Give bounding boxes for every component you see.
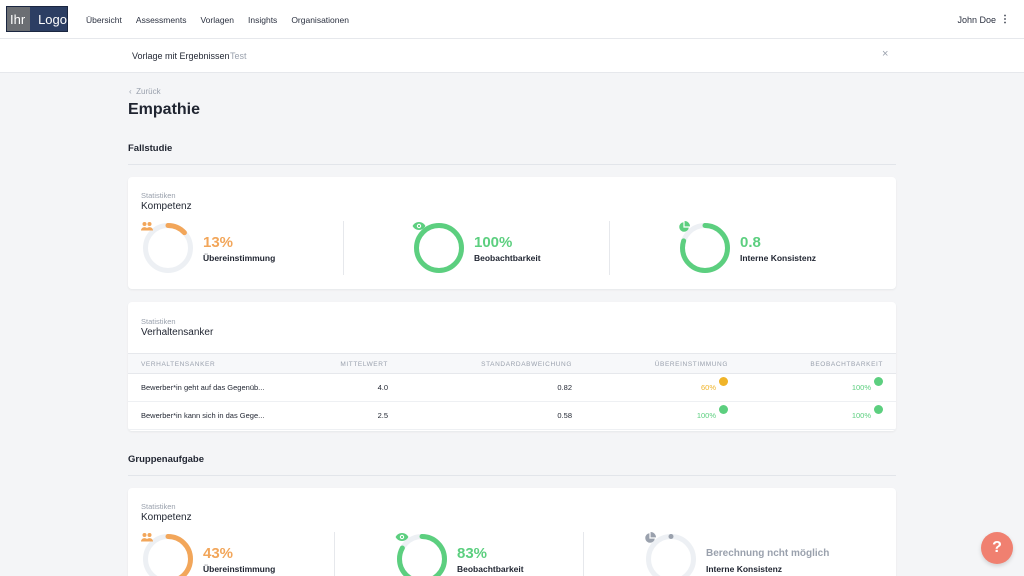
stat-label: Beobachtbarkeit (474, 252, 541, 263)
pie-icon (678, 221, 732, 275)
cell-value: 60% (700, 383, 716, 392)
cell-value: 100% (696, 411, 716, 420)
card-title: Verhaltensanker (141, 327, 214, 338)
template-bar: Vorlage mit Ergebnissen Test × (0, 39, 1024, 73)
ring-chart (678, 221, 732, 275)
logo[interactable]: Ihr Logo (6, 6, 68, 32)
eye-icon (412, 221, 466, 275)
nav-links: Übersicht Assessments Vorlagen Insights … (86, 0, 349, 39)
verhaltensanker-table: VERHALTENSANKER MITTELWERT STANDARDABWEI… (128, 353, 896, 430)
divider (609, 221, 610, 275)
table-header: VERHALTENSANKER MITTELWERT STANDARDABWEI… (128, 353, 896, 374)
column-header: ÜBEREINSTIMMUNG (654, 361, 728, 368)
top-navigation: Ihr Logo Übersicht Assessments Vorlagen … (0, 0, 1024, 39)
stat-interne-konsistenz: Berechnung ncht möglich Interne Konsiste… (644, 532, 829, 576)
back-label: Zurück (136, 87, 161, 96)
chevron-left-icon: ‹ (129, 87, 132, 96)
eye-icon (395, 532, 449, 576)
section-divider (128, 475, 896, 476)
logo-text-right: Logo (38, 11, 67, 27)
people-icon (141, 532, 195, 576)
card-tag: Statistiken (141, 502, 176, 511)
stat-beobachtbarkeit: 83% Beobachtbarkeit (395, 532, 524, 576)
nav-link-assessments[interactable]: Assessments (135, 14, 187, 25)
kebab-icon[interactable]: ⋮ (1000, 14, 1010, 25)
std-cell: 0.82 (557, 383, 572, 392)
ring-chart (412, 221, 466, 275)
template-tag: Test (230, 51, 247, 61)
stat-beobachtbarkeit: 100% Beobachtbarkeit (412, 221, 541, 275)
stat-label: Interne Konsistenz (740, 252, 817, 263)
template-title: Vorlage mit Ergebnissen (132, 51, 230, 61)
stat-label: Übereinstimmung (203, 563, 276, 574)
column-header: VERHALTENSANKER (141, 361, 216, 368)
logo-text-left: Ihr (7, 7, 31, 31)
card-title: Kompetenz (141, 512, 192, 523)
beobachtbarkeit-cell: 100% ✓ (852, 402, 883, 430)
check-circle-icon: ✓ (874, 377, 883, 394)
column-header: MITTELWERT (340, 361, 388, 368)
ring-chart (141, 221, 195, 275)
section-heading-fallstudie: Fallstudie (128, 143, 173, 154)
card-title: Kompetenz (141, 201, 192, 212)
user-name: John Doe (957, 14, 996, 25)
check-circle-icon: ✓ (719, 405, 728, 422)
stat-value: 83% (457, 544, 488, 562)
kompetenz-card: Statistiken Kompetenz 13% Übereinstimmun… (128, 177, 896, 289)
cell-value: 100% (851, 383, 871, 392)
stat-label: Beobachtbarkeit (457, 563, 524, 574)
anker-cell: Bewerber*in kann sich in das Gege... (141, 411, 265, 420)
stat-value: 43% (203, 544, 234, 562)
table-row[interactable]: Bewerber*in geht auf das Gegenüb... 4.0 … (128, 374, 896, 402)
warning-icon: ! (719, 377, 728, 394)
section-heading-gruppenaufgabe: Gruppenaufgabe (128, 454, 205, 465)
nav-link-vorlagen[interactable]: Vorlagen (200, 14, 235, 25)
kompetenz-card: Statistiken Kompetenz 43% Übereinstimmun… (128, 488, 896, 576)
card-tag: Statistiken (141, 317, 176, 326)
check-circle-icon: ✓ (874, 405, 883, 422)
pie-icon (644, 532, 698, 576)
people-icon (141, 221, 195, 275)
std-cell: 0.58 (557, 411, 572, 420)
ring-chart (644, 532, 698, 576)
stat-value: Berechnung ncht möglich (706, 547, 830, 559)
mittelwert-cell: 4.0 (377, 383, 388, 392)
anker-cell: Bewerber*in geht auf das Gegenüb... (141, 383, 265, 392)
help-button[interactable]: ? (981, 532, 1013, 564)
table-row[interactable]: Bewerber*in kann sich in das Gege... 2.5… (128, 402, 896, 430)
nav-link-insights[interactable]: Insights (248, 14, 278, 25)
stat-interne-konsistenz: 0.8 Interne Konsistenz (678, 221, 816, 275)
stat-value: 0.8 (740, 233, 761, 251)
user-menu[interactable]: John Doe ⋮ (957, 0, 1010, 39)
mittelwert-cell: 2.5 (377, 411, 388, 420)
uebereinstimmung-cell: 60%! (701, 374, 728, 402)
column-header: BEOBACHTBARKEIT (810, 361, 883, 368)
section-divider (128, 164, 896, 165)
column-header: STANDARDABWEICHUNG (481, 361, 572, 368)
beobachtbarkeit-cell: 100% ✓ (852, 374, 883, 402)
stat-uebereinstimmung: 13% Übereinstimmung (141, 221, 275, 275)
stat-uebereinstimmung: 43% Übereinstimmung (141, 532, 275, 576)
uebereinstimmung-cell: 100% ✓ (697, 402, 728, 430)
nav-link-uebersicht[interactable]: Übersicht (86, 14, 122, 25)
divider (334, 532, 335, 576)
nav-link-organisationen[interactable]: Organisationen (291, 14, 349, 25)
card-tag: Statistiken (141, 191, 176, 200)
divider (343, 221, 344, 275)
stat-value: 100% (474, 233, 513, 251)
cell-value: 100% (851, 411, 871, 420)
divider (583, 532, 584, 576)
close-icon[interactable]: × (882, 48, 889, 60)
ring-chart (395, 532, 449, 576)
stat-label: Übereinstimmung (203, 252, 276, 263)
stat-value: 13% (203, 233, 234, 251)
back-link[interactable]: ‹ Zurück (129, 87, 161, 96)
verhaltensanker-card: Statistiken Verhaltensanker VERHALTENSAN… (128, 302, 896, 431)
page-title: Empathie (128, 101, 201, 118)
stat-label: Interne Konsistenz (706, 563, 783, 574)
ring-chart (141, 532, 195, 576)
